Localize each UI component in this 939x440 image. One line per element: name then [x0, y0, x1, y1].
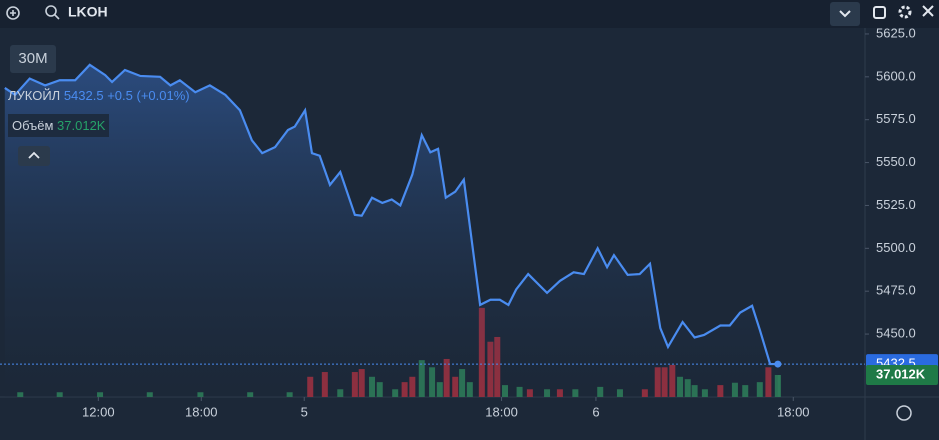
legend-change-pct: (+0.01%)	[136, 88, 190, 103]
legend-change: +0.5	[107, 88, 133, 103]
y-tick-label: 5625.0	[876, 25, 916, 40]
collapse-button[interactable]	[18, 146, 50, 166]
last-point	[774, 360, 782, 368]
settings-axis-button[interactable]	[896, 405, 912, 421]
dropdown-icon	[839, 10, 851, 18]
y-tick-label: 5575.0	[876, 111, 916, 126]
x-tick-label: 18:00	[185, 404, 218, 419]
y-tick-label: 5525.0	[876, 197, 916, 212]
window-button[interactable]	[873, 6, 886, 19]
close-button[interactable]	[922, 5, 934, 17]
dropdown-button[interactable]	[830, 2, 860, 26]
add-button[interactable]	[6, 6, 20, 20]
collapse-icon	[28, 151, 40, 159]
y-tick-label: 5500.0	[876, 240, 916, 255]
x-tick-label: 6	[592, 404, 599, 419]
interval-button[interactable]: 30M	[10, 45, 56, 73]
add-icon	[10, 10, 16, 16]
legend-price: ЛУКОЙЛ 5432.5 +0.5 (+0.01%)	[8, 88, 190, 103]
legend-volume-value: 37.012K	[57, 118, 106, 133]
x-tick-label: 18:00	[485, 404, 518, 419]
y-tick-label: 5475.0	[876, 283, 916, 298]
legend-value: 5432.5	[63, 88, 104, 103]
search-icon-handle	[54, 14, 60, 20]
y-tick-label: 5550.0	[876, 154, 916, 169]
price-line	[4, 63, 778, 366]
y-tick-label: 5600.0	[876, 68, 916, 83]
x-tick-label: 5	[301, 404, 308, 419]
legend-volume: Объём 37.012K	[8, 114, 110, 137]
legend-volume-name: Объём	[12, 118, 54, 133]
search-icon[interactable]	[45, 5, 57, 17]
y-tick-label: 5450.0	[876, 326, 916, 341]
volume-tag-label: 37.012K	[876, 366, 926, 381]
x-tick-label: 12:00	[82, 404, 115, 419]
legend-name: ЛУКОЙЛ	[8, 88, 61, 103]
ticker-input[interactable]: LKOH	[68, 4, 108, 20]
toolbar	[0, 0, 939, 28]
settings-button[interactable]	[898, 5, 912, 19]
area-fill	[4, 64, 778, 397]
x-tick-label: 18:00	[777, 404, 810, 419]
volume-tag	[866, 365, 938, 386]
